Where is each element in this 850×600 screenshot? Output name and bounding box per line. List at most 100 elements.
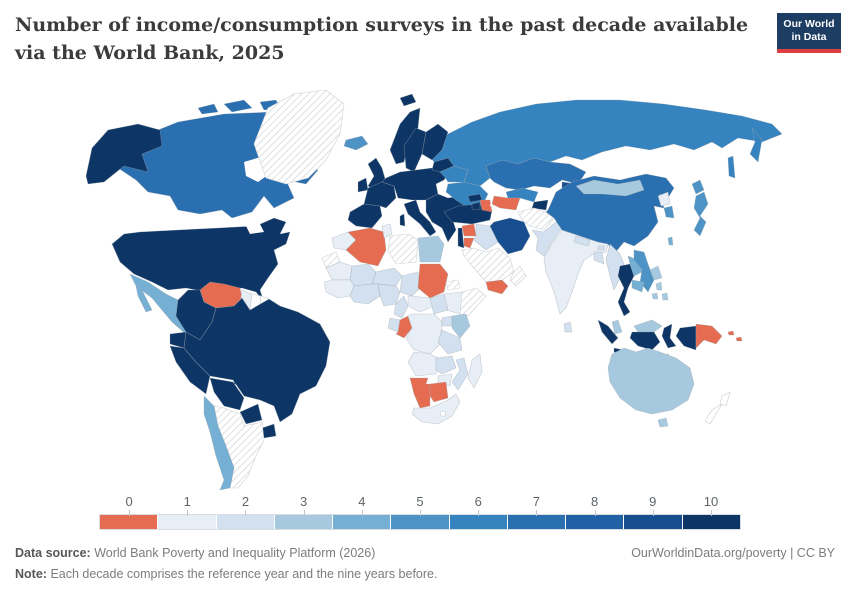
country-papua-new-guinea[interactable]: [695, 323, 723, 349]
country-israel-lebanon[interactable]: [457, 227, 465, 249]
country-malaysia-borneo[interactable]: [633, 319, 663, 333]
country-libya[interactable]: [387, 233, 419, 265]
country-south-africa[interactable]: [411, 393, 461, 425]
country-eritrea[interactable]: [445, 279, 461, 291]
country-dr-congo[interactable]: [405, 313, 443, 355]
country-australia-tasmania[interactable]: [657, 417, 669, 428]
country-new-zealand-south[interactable]: [704, 403, 723, 425]
country-south-sudan[interactable]: [429, 293, 449, 315]
legend-color-bar[interactable]: [99, 514, 741, 530]
country-saudi-arabia[interactable]: [461, 247, 515, 283]
country-azerbaijan[interactable]: [479, 199, 493, 213]
country-canada-island[interactable]: [223, 99, 253, 113]
country-indonesia-sulawesi[interactable]: [661, 323, 677, 349]
country-mongolia[interactable]: [575, 179, 645, 197]
country-alaska[interactable]: [85, 123, 163, 185]
country-taiwan[interactable]: [667, 236, 674, 246]
country-philippines-luzon[interactable]: [649, 265, 663, 281]
country-south-korea[interactable]: [663, 205, 675, 219]
country-kenya[interactable]: [451, 313, 471, 339]
country-somalia[interactable]: [459, 287, 487, 317]
country-japan-honshu[interactable]: [693, 191, 709, 237]
region-iberia[interactable]: [347, 203, 383, 229]
country-oman[interactable]: [509, 265, 527, 287]
region-senegal-guinea[interactable]: [323, 279, 355, 299]
country-tajikistan[interactable]: [531, 199, 549, 211]
country-philippines-islands[interactable]: [651, 281, 669, 301]
country-uruguay[interactable]: [261, 423, 277, 439]
country-afghanistan[interactable]: [517, 207, 555, 231]
country-uganda[interactable]: [441, 315, 453, 327]
country-new-zealand-north[interactable]: [719, 391, 731, 407]
country-malaysia-peninsula[interactable]: [611, 319, 623, 335]
country-russia-sakhalin[interactable]: [727, 155, 736, 179]
country-vietnam[interactable]: [633, 249, 655, 293]
legend-swatch-3[interactable]: [274, 515, 334, 529]
country-mexico-baja[interactable]: [135, 285, 153, 313]
country-iceland[interactable]: [343, 135, 369, 151]
country-egypt[interactable]: [417, 235, 445, 263]
country-nepal[interactable]: [573, 235, 591, 247]
country-mali[interactable]: [349, 263, 377, 287]
country-botswana[interactable]: [429, 381, 449, 403]
country-niger[interactable]: [371, 267, 403, 287]
country-italy-sardinia[interactable]: [399, 213, 406, 227]
country-syria[interactable]: [461, 223, 477, 237]
country-namibia[interactable]: [409, 377, 431, 409]
country-chad[interactable]: [399, 271, 421, 297]
legend-swatch-2[interactable]: [216, 515, 275, 529]
legend-swatch-0[interactable]: [100, 515, 159, 529]
country-nigeria[interactable]: [377, 283, 401, 307]
country-svalbard[interactable]: [399, 93, 417, 107]
country-ireland[interactable]: [357, 177, 369, 193]
legend-swatch-8[interactable]: [566, 515, 625, 529]
country-armenia[interactable]: [471, 201, 481, 211]
country-indonesia-papua[interactable]: [675, 325, 697, 351]
legend-swatch-10[interactable]: [682, 515, 740, 529]
country-yemen[interactable]: [485, 279, 509, 295]
country-finland[interactable]: [421, 123, 449, 161]
legend-swatch-5[interactable]: [391, 515, 450, 529]
region-ghana-cote-divoire[interactable]: [349, 283, 381, 305]
country-australia[interactable]: [607, 347, 695, 415]
country-canada-island[interactable]: [197, 103, 219, 115]
country-algeria[interactable]: [345, 227, 387, 267]
country-mozambique[interactable]: [451, 357, 469, 391]
country-madagascar[interactable]: [467, 353, 483, 389]
country-turkmenistan[interactable]: [491, 195, 521, 211]
country-bangladesh[interactable]: [593, 251, 605, 265]
country-paraguay[interactable]: [239, 403, 263, 425]
country-angola[interactable]: [407, 351, 439, 377]
country-usa[interactable]: [111, 217, 291, 303]
country-indonesia-sumatra[interactable]: [597, 319, 619, 345]
country-thailand[interactable]: [617, 263, 635, 317]
country-tunisia[interactable]: [381, 223, 393, 239]
country-italy[interactable]: [403, 199, 437, 237]
region-central-europe[interactable]: [381, 167, 449, 201]
country-russia-kamchatka[interactable]: [749, 127, 763, 163]
legend-swatch-4[interactable]: [333, 515, 392, 529]
owid-logo[interactable]: Our World in Data: [777, 13, 841, 53]
country-bhutan[interactable]: [597, 245, 605, 251]
country-norway[interactable]: [389, 107, 421, 165]
world-choropleth-map[interactable]: [28, 84, 822, 496]
country-cameroon[interactable]: [393, 295, 409, 319]
country-greenland[interactable]: [253, 89, 345, 185]
country-kazakhstan[interactable]: [485, 157, 587, 191]
country-jordan[interactable]: [463, 237, 475, 249]
country-cambodia[interactable]: [631, 279, 645, 293]
owid-credit-link[interactable]: OurWorldinData.org/poverty | CC BY: [631, 546, 835, 560]
legend-swatch-7[interactable]: [507, 515, 567, 529]
legend-swatch-1[interactable]: [158, 515, 217, 529]
country-tanzania[interactable]: [437, 329, 463, 355]
country-sri-lanka[interactable]: [563, 321, 573, 333]
country-indonesia-kalimantan[interactable]: [629, 331, 661, 351]
country-chile[interactable]: [203, 395, 235, 491]
country-japan-hokkaido[interactable]: [691, 179, 705, 195]
country-lesotho[interactable]: [439, 410, 447, 417]
country-solomon-islands[interactable]: [727, 330, 743, 342]
country-north-korea[interactable]: [657, 191, 671, 207]
legend-swatch-9[interactable]: [624, 515, 683, 529]
country-brazil[interactable]: [183, 297, 331, 423]
legend-swatch-6[interactable]: [449, 515, 508, 529]
